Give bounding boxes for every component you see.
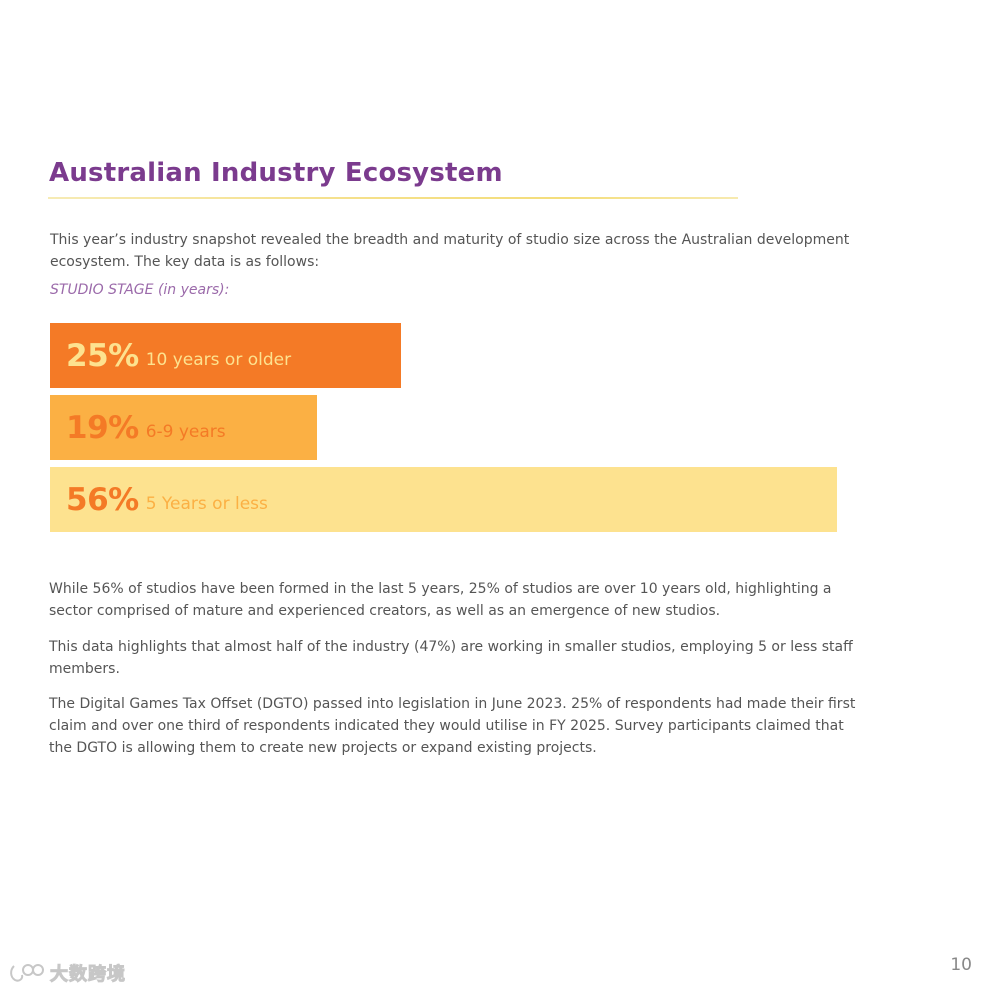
bar-value-label: 25% bbox=[66, 337, 139, 374]
chart-caption: STUDIO STAGE (in years): bbox=[50, 282, 230, 298]
paragraph-small-studios: This data highlights that almost half of… bbox=[49, 639, 853, 677]
bar-category-label: 10 years or older bbox=[145, 349, 292, 370]
watermark-text: 大数跨境 bbox=[50, 964, 126, 986]
paragraph-studio-age: While 56% of studios have been formed in… bbox=[49, 581, 832, 619]
studio-stage-chart: 25% 10 years or older 19% 6-9 years 56% 5 Yea… bbox=[50, 323, 850, 539]
bar-1: 19% 6-9 years bbox=[50, 395, 317, 460]
page-number: 10 bbox=[950, 955, 972, 975]
page-title: Australian Industry Ecosystem bbox=[49, 158, 503, 188]
bar-2: 56% 5 Years or less bbox=[50, 467, 837, 532]
brand-logo-icon bbox=[10, 964, 44, 982]
paragraph-dgto: The Digital Games Tax Offset (DGTO) pass… bbox=[49, 696, 856, 756]
bar-value-label: 19% bbox=[66, 409, 139, 446]
title-underline bbox=[48, 197, 738, 199]
bar-category-label: 5 Years or less bbox=[145, 493, 268, 514]
intro-paragraph: This year’s industry snapshot revealed t… bbox=[50, 232, 850, 270]
bar-value-label: 56% bbox=[66, 481, 139, 518]
watermark: 大数跨境 bbox=[8, 960, 126, 986]
bar-category-label: 6-9 years bbox=[145, 421, 226, 442]
bar-0: 25% 10 years or older bbox=[50, 323, 401, 388]
